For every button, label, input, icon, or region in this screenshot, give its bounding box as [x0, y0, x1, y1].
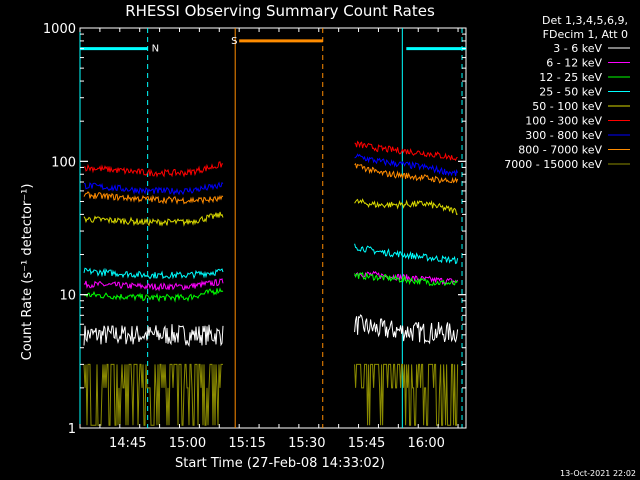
- legend-item: 300 - 800 keV: [525, 129, 630, 142]
- legend-label: 25 - 50 keV: [539, 86, 602, 99]
- legend-item: 800 - 7000 keV: [518, 144, 630, 157]
- legend-header-line-2: FDecim 1, Att 0: [543, 28, 628, 41]
- series-line: [83, 181, 224, 196]
- series-line: [354, 363, 459, 426]
- y-tick-label: 10: [59, 289, 76, 304]
- x-tick-label: 16:00: [407, 436, 444, 451]
- series-line: [354, 243, 459, 265]
- y-tick-label: 1000: [43, 22, 76, 37]
- legend-item: 12 - 25 keV: [539, 71, 630, 84]
- legend-item: 3 - 6 keV: [553, 42, 630, 55]
- legend-item: 25 - 50 keV: [539, 86, 630, 99]
- y-tick-label: 100: [51, 155, 76, 170]
- flag-label: N: [152, 44, 159, 55]
- legend-label: 100 - 300 keV: [525, 115, 602, 128]
- series-line: [354, 198, 458, 216]
- series-line: [354, 153, 459, 177]
- series-line: [83, 324, 224, 347]
- y-tick-label: 1: [68, 422, 76, 437]
- series-line: [354, 163, 459, 184]
- series-line: [83, 191, 224, 205]
- legend-label: 6 - 12 keV: [546, 57, 602, 70]
- x-tick-label: 15:45: [348, 436, 385, 451]
- legend-label: 12 - 25 keV: [539, 71, 602, 84]
- series-line: [83, 161, 224, 178]
- legend-label: 800 - 7000 keV: [518, 144, 602, 157]
- series-line: [83, 267, 224, 280]
- legend-item: 100 - 300 keV: [525, 115, 630, 128]
- legend-item: 50 - 100 keV: [532, 100, 630, 113]
- x-tick-label: 15:00: [169, 436, 206, 451]
- footer-date: 13-Oct-2021 22:02: [560, 469, 636, 478]
- series-line: [354, 140, 458, 161]
- plot-area: N S 1 10 100 1000 14:45 15:00 15:15 15:30 15:45 16:…: [43, 22, 467, 451]
- x-tick-label: 15:15: [228, 436, 265, 451]
- legend-item: 6 - 12 keV: [546, 57, 630, 70]
- x-tick-label: 15:30: [288, 436, 325, 451]
- series-line: [83, 363, 223, 426]
- flag-label: S: [231, 36, 237, 47]
- legend-header-line-1: Det 1,3,4,5,6,9,: [542, 14, 628, 27]
- legend-label: 50 - 100 keV: [532, 100, 602, 113]
- series-line: [354, 271, 458, 287]
- series-line: [354, 314, 459, 345]
- legend-label: 7000 - 15000 keV: [504, 158, 602, 171]
- legend-item: 7000 - 15000 keV: [504, 158, 630, 171]
- legend-label: 300 - 800 keV: [525, 129, 602, 142]
- legend-label: 3 - 6 keV: [553, 42, 602, 55]
- chart-title: RHESSI Observing Summary Count Rates: [125, 2, 435, 20]
- series-line: [83, 278, 224, 292]
- x-axis-label: Start Time (27-Feb-08 14:33:02): [175, 456, 385, 471]
- series-line: [83, 211, 224, 227]
- series-line: [83, 287, 224, 303]
- x-tick-label: 14:45: [109, 436, 146, 451]
- y-axis-label: Count Rate (s⁻¹ detector⁻¹): [20, 184, 35, 361]
- legend: Det 1,3,4,5,6,9, FDecim 1, Att 0 3 - 6 k…: [504, 14, 630, 171]
